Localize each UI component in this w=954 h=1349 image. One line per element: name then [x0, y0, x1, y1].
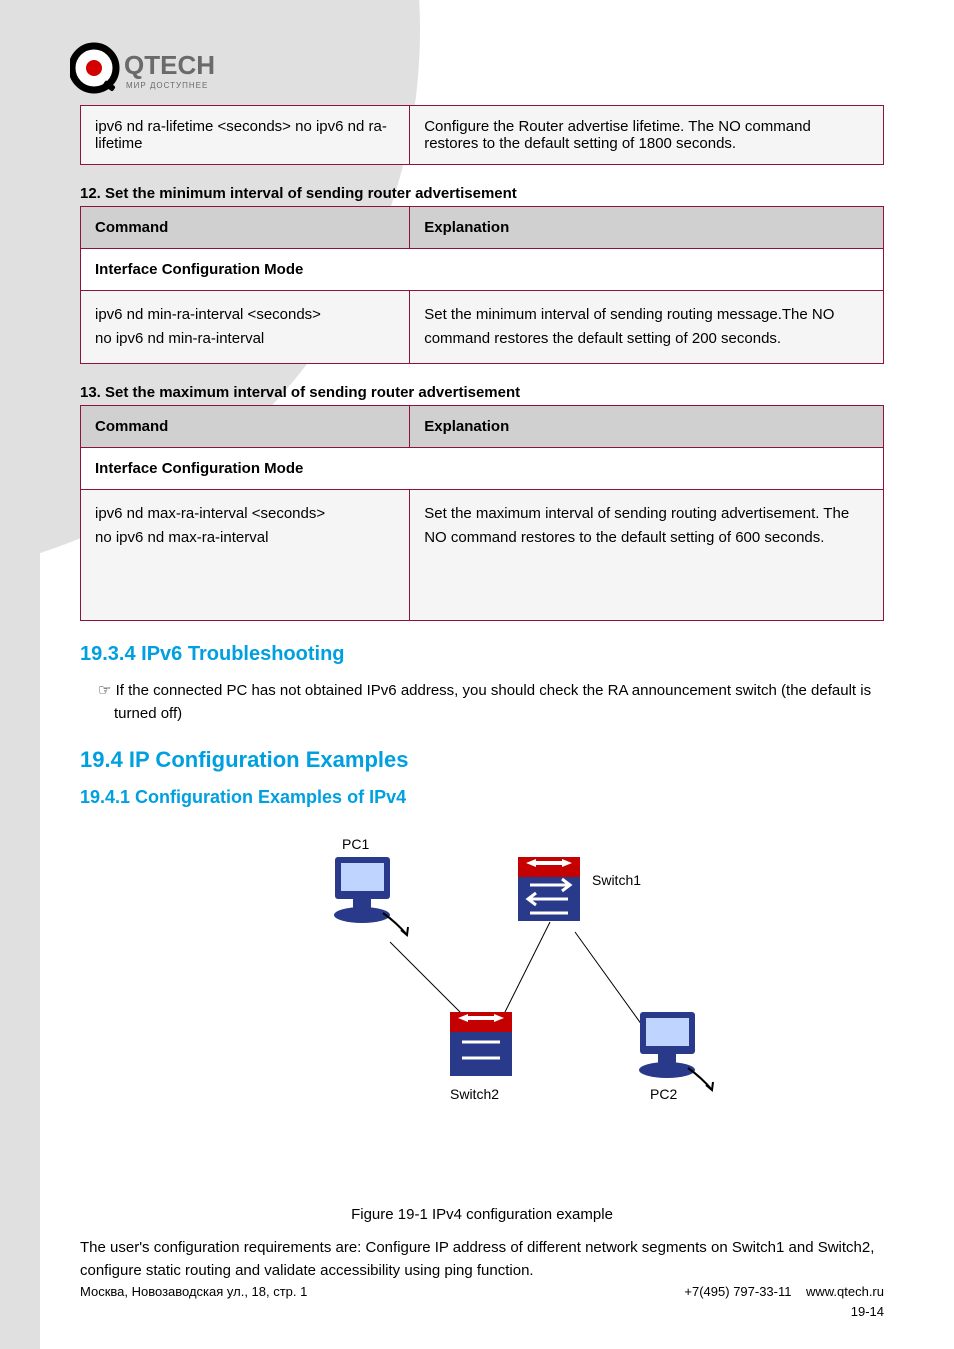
table-max-ra-interval: Command Explanation Interface Configurat…: [80, 405, 884, 621]
table-min-ra-interval: Command Explanation Interface Configurat…: [80, 206, 884, 364]
ipv6-troubleshooting-title: 19.3.4 IPv6 Troubleshooting: [80, 643, 884, 666]
pc2-label: PC2: [650, 1086, 677, 1102]
table-ra-lifetime: ipv6 nd ra-lifetime <seconds> no ipv6 nd…: [80, 105, 884, 165]
table2-header-expl: Explanation: [410, 207, 884, 249]
bullet-icon: ☞: [98, 682, 116, 699]
brand-tagline: МИР ДОСТУПНЕЕ: [126, 81, 208, 90]
min-ra-cmd: ipv6 nd min-ra-interval <seconds> no ipv…: [81, 291, 410, 364]
switch2-label: Switch2: [450, 1086, 499, 1102]
table2-header-cmd: Command: [81, 207, 410, 249]
footer-site: www.qtech.ru: [806, 1284, 884, 1299]
diagram-svg: [80, 822, 884, 1202]
pc1-label: PC1: [342, 836, 369, 852]
min-ra-expl: Set the minimum interval of sending rout…: [410, 291, 884, 364]
ipv4-config-examples-title: 19.4.1 Configuration Examples of IPv4: [80, 787, 884, 808]
max-ra-expl: Set the maximum interval of sending rout…: [410, 490, 884, 621]
closing-paragraph: The user's configuration requirements ar…: [80, 1237, 884, 1282]
table3-mode-row: Interface Configuration Mode: [81, 448, 884, 490]
section-13-number: 13.: [80, 384, 105, 401]
ipv6-troubleshooting-bullet: ☞ If the connected PC has not obtained I…: [80, 680, 884, 725]
table3-header-expl: Explanation: [410, 406, 884, 448]
max-ra-cmd: ipv6 nd max-ra-interval <seconds> no ipv…: [81, 490, 410, 621]
section-12-number: 12. Set the minimum interval of sending …: [80, 185, 884, 202]
figure-caption: Figure 19-1 IPv4 configuration example: [80, 1206, 884, 1223]
footer-phone: +7(495) 797-33-11: [684, 1284, 791, 1299]
brand-name: QTECH: [124, 50, 215, 80]
background-left-strip: [0, 0, 40, 1349]
section-13: 13. Set the maximum interval of sending …: [80, 384, 884, 401]
section-13-title: Set the maximum interval of sending rout…: [105, 384, 520, 401]
ra-lifetime-expl: Configure the Router advertise lifetime.…: [410, 106, 884, 165]
page-footer: Москва, Новозаводская ул., 18, стр. 1 +7…: [80, 1284, 884, 1299]
ra-lifetime-cmd: ipv6 nd ra-lifetime <seconds> no ipv6 nd…: [81, 106, 410, 165]
switch1-label: Switch1: [592, 872, 641, 888]
section-12-title: Set the minimum interval of sending rout…: [105, 185, 517, 202]
ipv6-bullet-text: If the connected PC has not obtained IPv…: [114, 682, 871, 722]
page-number: 19-14: [851, 1304, 884, 1319]
table3-header-cmd: Command: [81, 406, 410, 448]
table2-mode-row: Interface Configuration Mode: [81, 249, 884, 291]
brand-logo: QTECH МИР ДОСТУПНЕЕ: [70, 40, 240, 100]
footer-address: Москва, Новозаводская ул., 18, стр. 1: [80, 1284, 307, 1299]
network-diagram: PC1 Switch1 Switch2 PC2: [80, 822, 884, 1202]
ip-config-examples-title: 19.4 IP Configuration Examples: [80, 747, 884, 773]
